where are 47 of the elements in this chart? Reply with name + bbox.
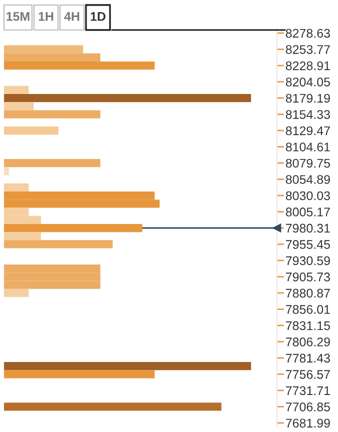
bar [4, 370, 155, 378]
y-tick-label: 8228.91 [286, 61, 330, 70]
y-tick-label: 8079.75 [286, 158, 330, 168]
bar [4, 232, 42, 240]
bar [4, 45, 84, 54]
y-tick-label: 7781.43 [286, 354, 330, 363]
bar [4, 362, 252, 370]
y-tick-label: 7831.15 [286, 321, 330, 330]
bar [4, 224, 142, 232]
bar [4, 61, 155, 70]
bar [4, 240, 113, 248]
bar [4, 167, 9, 176]
text: 15M [6, 12, 30, 21]
y-tick-label: 7731.71 [286, 386, 330, 396]
y-tick-label: 8030.03 [286, 191, 330, 200]
y-tick-label: 8179.19 [286, 94, 330, 103]
text: 1D [90, 12, 106, 21]
y-tick-label: 8054.89 [286, 175, 330, 184]
bar [4, 158, 100, 168]
bar [4, 53, 100, 62]
bar [4, 402, 222, 411]
y-tick-label: 7756.57 [286, 370, 330, 379]
bar [4, 86, 29, 94]
y-tick-label: 7681.99 [286, 418, 330, 428]
y-tick-label: 8005.17 [286, 208, 330, 216]
text: 1H [38, 12, 54, 21]
y-tick-label: 7905.73 [286, 272, 330, 282]
bar [4, 288, 29, 298]
bar [4, 102, 34, 110]
y-tick-label: 8129.47 [286, 126, 330, 136]
y-tick-label: 7955.45 [286, 240, 330, 249]
y-tick-label: 7980.31 [286, 224, 330, 233]
y-tick-label: 8104.61 [286, 142, 330, 152]
y-tick-label: 7856.01 [286, 305, 330, 314]
y-tick-label: 8204.05 [286, 78, 330, 86]
y-tick-label: 8278.63 [286, 28, 330, 38]
bar [4, 183, 29, 192]
y-tick-label: 8253.77 [286, 45, 330, 54]
y-tick-label: 7930.59 [286, 256, 330, 266]
y-tick-label: 8154.33 [286, 110, 330, 119]
y-tick-label: 7806.29 [286, 338, 330, 346]
y-tick-label: 7706.85 [286, 402, 330, 412]
bar [4, 110, 100, 118]
bar [4, 94, 252, 102]
y-tick-label: 7880.87 [286, 288, 330, 298]
bar [4, 126, 58, 135]
text: 4H [64, 12, 80, 21]
